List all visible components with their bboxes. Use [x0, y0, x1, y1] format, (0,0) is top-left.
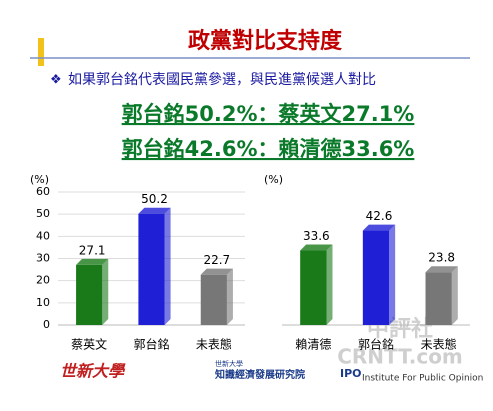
decoration [38, 38, 44, 66]
y-tick-label: 0 [43, 318, 50, 331]
bar-side [102, 258, 109, 325]
data-label: 27.1 [79, 243, 106, 257]
bar-side [389, 224, 396, 325]
data-label: 22.7 [203, 253, 230, 267]
bullet: ❖ [50, 73, 62, 88]
bar-top [300, 244, 333, 251]
headline: 郭台銘50.2%：蔡英文27.1% [122, 102, 415, 126]
y-axis-label: (%) [30, 173, 49, 186]
logo: IPO [340, 367, 362, 380]
bar-top [362, 224, 396, 231]
bar [76, 264, 103, 325]
bar [362, 230, 390, 325]
headline: 郭台銘42.6%：賴清德33.6% [122, 137, 415, 161]
bar-side [164, 207, 171, 325]
bar [200, 274, 227, 325]
bar-top [76, 258, 109, 265]
y-tick-label: 30 [36, 252, 50, 265]
watermark: CRNTT.com [337, 345, 463, 369]
x-tick-label: 郭台銘 [358, 337, 394, 352]
bar [300, 250, 327, 325]
subtitle: 如果郭台銘代表國民黨參選，與民進黨候選人對比 [68, 71, 376, 88]
bar-top [425, 266, 458, 273]
logo: 世新大學 [60, 362, 126, 381]
x-tick-label: 未表態 [421, 337, 457, 352]
y-tick-label: 20 [36, 274, 50, 287]
y-tick-label: 60 [36, 185, 50, 198]
bar [425, 272, 452, 325]
y-axis-label: (%) [264, 173, 283, 186]
y-tick-label: 50 [36, 207, 50, 220]
title: 政黨對比支持度 [188, 28, 343, 54]
y-tick-label: 40 [36, 229, 50, 242]
x-tick-label: 蔡英文 [71, 337, 107, 352]
logo: 世新大學 [215, 359, 243, 368]
x-tick-label: 未表態 [196, 337, 232, 352]
bar-side [326, 244, 333, 325]
x-tick-label: 郭台銘 [133, 337, 169, 352]
data-label: 23.8 [428, 251, 455, 265]
bar-top [200, 268, 233, 275]
bar-side [226, 268, 233, 325]
bar-top [138, 207, 171, 214]
logo: 知識經濟發展研究院 [214, 368, 305, 381]
logo: Institute For Public Opinion [362, 374, 483, 384]
data-label: 42.6 [366, 209, 393, 223]
y-tick-label: 10 [36, 296, 50, 309]
bar-side [451, 266, 458, 325]
data-label: 33.6 [303, 229, 330, 243]
x-tick-label: 賴清德 [295, 337, 331, 352]
bar [138, 213, 165, 325]
data-label: 50.2 [141, 192, 168, 206]
